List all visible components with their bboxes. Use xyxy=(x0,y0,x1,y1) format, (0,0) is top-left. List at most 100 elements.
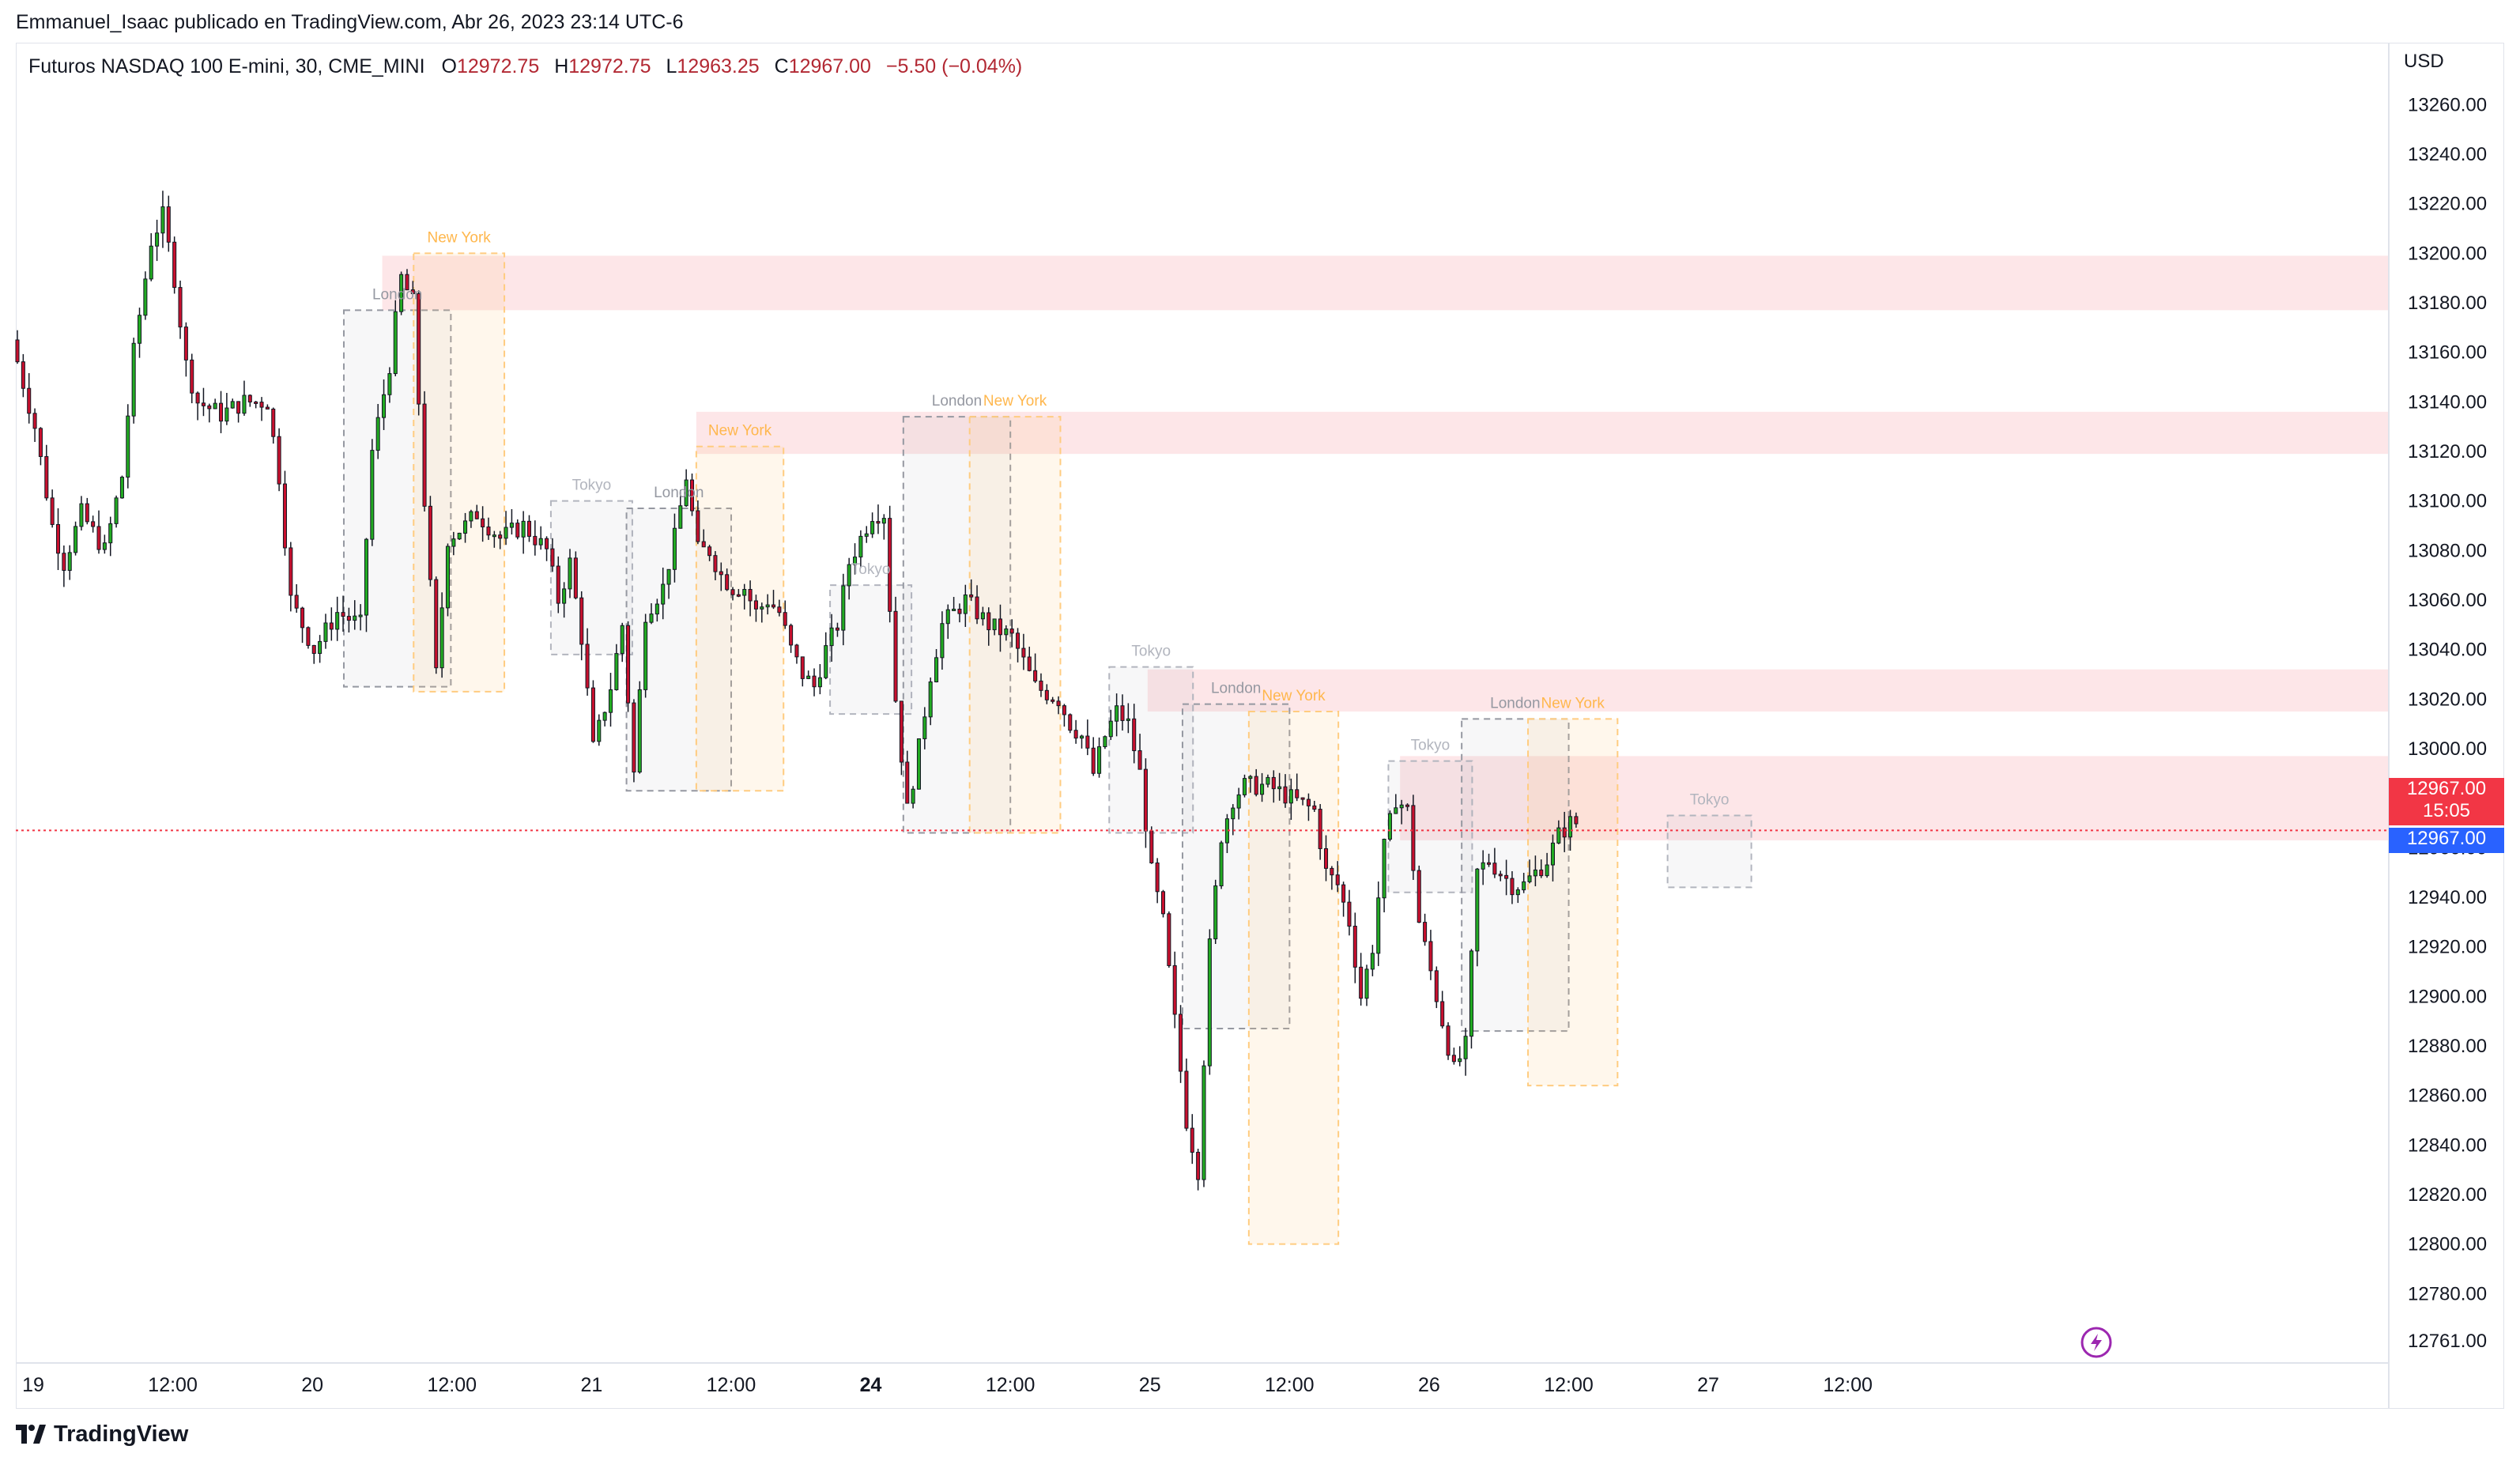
candle-body xyxy=(742,588,747,596)
candle-body xyxy=(881,518,886,524)
time-tick-label: 12:00 xyxy=(707,1374,756,1396)
candle xyxy=(504,511,508,546)
candle xyxy=(1312,800,1317,812)
candle-body xyxy=(1079,735,1085,739)
candle-body xyxy=(1539,869,1544,877)
candle xyxy=(1562,811,1567,852)
time-tick-label: 12:00 xyxy=(1544,1374,1594,1396)
candle-body xyxy=(1155,863,1160,893)
candle xyxy=(341,595,345,632)
high-label: H xyxy=(554,55,569,77)
candle-body xyxy=(1236,794,1241,809)
candle xyxy=(672,513,677,583)
candle xyxy=(1352,912,1357,983)
candle-body xyxy=(492,534,496,538)
candle xyxy=(247,394,252,407)
candle xyxy=(824,632,828,680)
candle xyxy=(1306,793,1311,821)
last-price-value: 12967.00 xyxy=(2406,778,2487,799)
candle xyxy=(1510,870,1515,904)
candle xyxy=(620,622,624,663)
candle-body xyxy=(1475,868,1480,952)
price-tick-label: 12880.00 xyxy=(2408,1036,2487,1057)
price-tick-label: 13160.00 xyxy=(2408,342,2487,364)
session-box-tokyo xyxy=(549,500,633,655)
candle-body xyxy=(1545,864,1549,877)
lightning-icon[interactable] xyxy=(2081,1327,2112,1358)
candle-body xyxy=(55,523,61,554)
candle xyxy=(870,512,875,538)
candle-body xyxy=(526,520,532,537)
candle xyxy=(21,353,25,398)
tradingview-logo[interactable]: TradingView xyxy=(16,1418,188,1450)
candle xyxy=(329,607,334,641)
symbol-title[interactable]: Futuros NASDAQ 100 E-mini, 30, CME_MINI xyxy=(28,55,425,77)
candle xyxy=(1219,840,1224,889)
candle xyxy=(445,543,451,617)
candle-body xyxy=(74,526,78,553)
candle xyxy=(661,567,666,620)
candle-body xyxy=(417,293,421,405)
candle-body xyxy=(1132,718,1137,752)
candle-body xyxy=(661,583,666,605)
candle xyxy=(1428,930,1433,980)
candle-body xyxy=(1469,950,1473,1037)
candle xyxy=(590,680,595,743)
candle xyxy=(155,219,160,262)
candle xyxy=(1248,775,1253,793)
candle xyxy=(242,380,247,416)
candle-body xyxy=(730,589,735,595)
candle xyxy=(719,562,723,591)
candle xyxy=(1277,772,1282,801)
candle xyxy=(626,621,631,712)
candle-body xyxy=(358,614,363,617)
candle-body xyxy=(1068,714,1073,731)
candle-body xyxy=(1149,830,1154,864)
candle xyxy=(725,568,730,591)
candle-body xyxy=(602,712,607,721)
candle xyxy=(1359,953,1364,1006)
candle xyxy=(335,596,340,641)
candle xyxy=(934,648,939,683)
candle xyxy=(410,281,415,295)
session-label: Tokyo xyxy=(1131,644,1171,660)
candle-body xyxy=(1487,862,1492,865)
open-label: O xyxy=(441,55,457,77)
price-tick-label: 13120.00 xyxy=(2408,441,2487,462)
candle xyxy=(1323,835,1329,882)
candle xyxy=(794,644,799,664)
candle-body xyxy=(1405,804,1410,807)
candle xyxy=(1231,804,1235,836)
candle-body xyxy=(1533,869,1537,877)
candle xyxy=(742,583,747,610)
candle-body xyxy=(701,541,706,548)
candle-body xyxy=(375,417,380,451)
candle-body xyxy=(294,595,299,609)
chart-frame xyxy=(16,43,2504,1409)
price-tick-label: 13140.00 xyxy=(2408,391,2487,413)
candle-body xyxy=(1370,953,1375,970)
candle-body xyxy=(753,600,758,610)
candle-body xyxy=(335,612,340,630)
time-tick-label: 12:00 xyxy=(148,1374,198,1396)
session-box-tokyo xyxy=(1666,814,1752,889)
candle-body xyxy=(1143,768,1148,832)
candle xyxy=(864,526,869,543)
time-tick-label: 21 xyxy=(580,1374,602,1396)
candle xyxy=(1568,810,1573,851)
candle-body xyxy=(794,644,799,658)
candle-body xyxy=(847,564,851,587)
candle-body xyxy=(870,521,875,534)
candle-body xyxy=(504,527,508,539)
session-label: London xyxy=(1211,681,1261,697)
candle xyxy=(899,700,904,776)
candle xyxy=(172,236,177,294)
candle-body xyxy=(538,538,543,546)
candle xyxy=(1550,834,1555,882)
time-axis: 19 12:00 20 12:00 21 12:00 24 12:00 25 12:00 26 12:… xyxy=(22,1374,1873,1396)
currency-label[interactable]: USD xyxy=(2404,51,2444,72)
candle-body xyxy=(96,526,101,550)
resistance-zone xyxy=(696,411,2389,455)
candle-body xyxy=(1359,966,1364,999)
